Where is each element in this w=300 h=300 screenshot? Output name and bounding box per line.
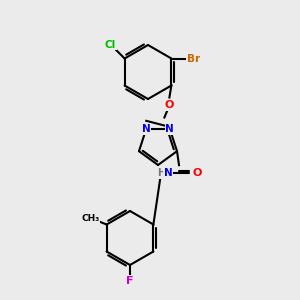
- Text: Cl: Cl: [105, 40, 116, 50]
- Text: O: O: [165, 100, 174, 110]
- Text: N: N: [165, 124, 174, 134]
- Text: N: N: [164, 168, 172, 178]
- Text: Br: Br: [187, 53, 200, 64]
- Text: F: F: [126, 276, 134, 286]
- Text: O: O: [192, 168, 202, 178]
- Text: H: H: [157, 168, 165, 178]
- Text: CH₃: CH₃: [82, 214, 100, 223]
- Text: N: N: [142, 124, 151, 134]
